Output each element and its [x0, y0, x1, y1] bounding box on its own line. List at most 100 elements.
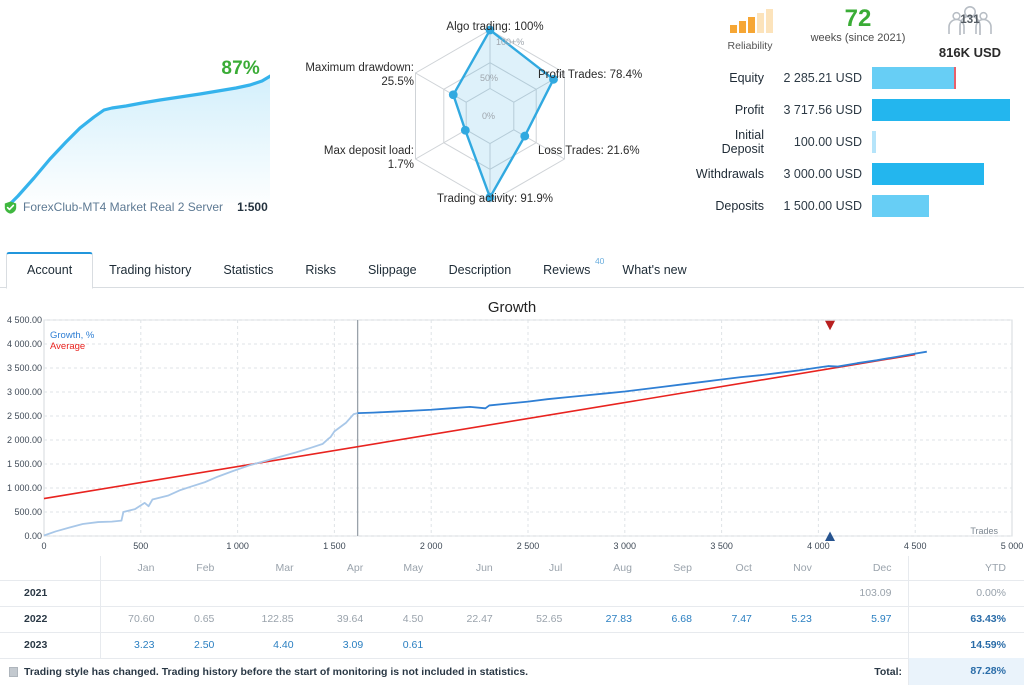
tab-what-s-new[interactable]: What's new [606, 253, 702, 288]
stat-bar-edge [954, 67, 957, 89]
month-value: 2.50 [170, 632, 231, 659]
month-value: 22.47 [439, 606, 509, 633]
legend-item-growth: Growth, % [50, 330, 95, 341]
stat-bar-track [872, 131, 1012, 153]
month-value [647, 632, 708, 659]
monthly-returns-table: Jan Feb Mar Apr May Jun Jul Aug Sep Oct Nov Dec YTD … [0, 556, 1024, 659]
reliability-bars-icon [730, 9, 773, 33]
row-year: 2023 [0, 632, 101, 659]
x-axis-title: Trades [970, 526, 998, 536]
stat-value: 1 500.00 USD [783, 199, 862, 213]
y-tick: 4 500.00 [6, 315, 42, 325]
headline-badges: Reliability 72 weeks (since 2021) 131 [694, 5, 1024, 61]
tab-risks[interactable]: Risks [289, 253, 352, 288]
x-tick: 5 000 [1000, 541, 1024, 551]
y-tick: 1 500.00 [6, 459, 42, 469]
month-value [707, 580, 768, 607]
month-value [827, 632, 908, 659]
radar-label-trading-activity: Trading activity: 91.9% [437, 193, 553, 205]
total-label: Total: [874, 665, 902, 678]
column-header: Nov [767, 556, 828, 581]
funds-badge: 131 816K USD [918, 5, 1022, 60]
column-header: Jun [439, 556, 509, 581]
row-year: 2022 [0, 606, 101, 633]
x-tick: 0 [41, 541, 47, 551]
tab-badge: 40 [594, 256, 605, 266]
month-value: 27.83 [578, 606, 648, 633]
column-header: Oct [707, 556, 768, 581]
trades-axis-marker[interactable] [825, 531, 836, 542]
month-value: 4.50 [379, 606, 440, 633]
footer-note: Trading style has changed. Trading histo… [24, 665, 529, 678]
tab-account[interactable]: Account [6, 252, 94, 289]
stat-bar [872, 163, 984, 185]
column-header: Sep [647, 556, 708, 581]
stat-label: Initial Deposit [721, 128, 764, 156]
sparkline-svg [4, 74, 270, 203]
stat-value: 3 717.56 USD [783, 103, 862, 117]
radar-label-profit-trades: Profit Trades: 78.4% [538, 69, 643, 81]
month-value [647, 580, 708, 607]
server-name[interactable]: ForexClub-MT4 Market Real 2 Server [23, 200, 224, 214]
stat-bar-track [872, 195, 1012, 217]
ytd-value: 14.59% [907, 632, 1024, 659]
growth-percent: 87% [221, 58, 260, 79]
stat-row: Initial Deposit 100.00 USD [694, 126, 1024, 158]
month-value: 70.60 [100, 606, 171, 633]
tab-label: What's new [622, 263, 687, 277]
month-value [439, 632, 509, 659]
stat-label: Equity [729, 71, 764, 85]
month-value [707, 632, 768, 659]
tab-statistics[interactable]: Statistics [207, 253, 289, 288]
x-tick: 3 000 [613, 541, 637, 551]
growth-sparkline: 87% ForexClub-MT4 Market Real 2 Server 1… [0, 0, 290, 232]
stat-row: Equity 2 285.21 USD [694, 62, 1024, 94]
stats-rows: Equity 2 285.21 USD Profit 3 717.56 USD Init… [694, 62, 1024, 222]
tab-label: Risks [305, 263, 336, 277]
table-row: 2022 70.60 0.65 122.85 39.64 4.50 22.47 52.65 27… [0, 606, 1024, 633]
month-value: 3.09 [309, 632, 380, 659]
stat-bar [872, 195, 929, 217]
month-value [230, 580, 310, 607]
y-tick: 1 000.00 [6, 483, 42, 493]
y-tick: 0.00 [24, 531, 42, 541]
month-value [578, 580, 648, 607]
stat-bar-track [872, 67, 1012, 89]
server-info: ForexClub-MT4 Market Real 2 Server 1:500 [4, 200, 268, 214]
drawdown-peak-marker[interactable] [825, 320, 836, 331]
month-value: 52.65 [508, 606, 579, 633]
tab-trading-history[interactable]: Trading history [93, 253, 207, 288]
stat-bar [872, 99, 1010, 121]
tab-description[interactable]: Description [433, 253, 528, 288]
month-value: 39.64 [309, 606, 380, 633]
tab-slippage[interactable]: Slippage [352, 253, 433, 288]
summary-strip: 87% ForexClub-MT4 Market Real 2 Server 1… [0, 0, 1024, 232]
weeks-badge: 72 weeks (since 2021) [798, 5, 918, 45]
y-tick: 500.00 [14, 507, 42, 517]
tab-reviews[interactable]: Reviews 40 [527, 253, 606, 288]
growth-chart-svg [43, 319, 1013, 542]
month-value [100, 580, 171, 607]
funds-caption: 816K USD [938, 45, 1002, 60]
leverage-value: 1:500 [237, 200, 268, 214]
column-header: Aug [578, 556, 648, 581]
column-header: Dec [827, 556, 908, 581]
svg-text:0%: 0% [482, 111, 495, 121]
month-value: 103.09 [827, 580, 908, 607]
table-row: 2023 3.23 2.50 4.40 3.09 0.61 14.59% [0, 632, 1024, 659]
month-value: 0.65 [170, 606, 231, 633]
stat-label: Deposits [715, 199, 764, 213]
section-tabs: Account Trading history Statistics Risks Sli… [0, 242, 1024, 289]
column-header: Apr [309, 556, 380, 581]
svg-text:50%: 50% [480, 73, 498, 83]
tab-label: Trading history [109, 263, 192, 277]
weeks-value: 72 [844, 5, 872, 32]
month-value: 6.68 [647, 606, 708, 633]
column-header: Feb [170, 556, 231, 581]
stat-row: Profit 3 717.56 USD [694, 94, 1024, 126]
tab-label: Account [27, 263, 73, 277]
weeks-caption: weeks (since 2021) [810, 32, 906, 44]
month-value [508, 580, 579, 607]
month-value: 122.85 [230, 606, 310, 633]
stat-value: 2 285.21 USD [783, 71, 862, 85]
